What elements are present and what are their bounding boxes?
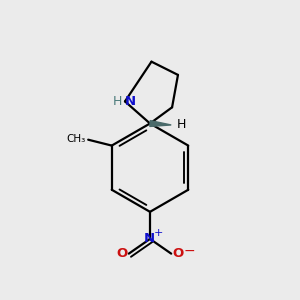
- Text: H: H: [113, 95, 123, 108]
- Text: −: −: [184, 244, 195, 258]
- Text: O: O: [173, 247, 184, 260]
- Text: +: +: [154, 228, 163, 238]
- Text: N: N: [125, 95, 136, 108]
- Text: CH₃: CH₃: [67, 134, 86, 144]
- Text: N: N: [144, 232, 155, 245]
- Text: O: O: [116, 247, 127, 260]
- Text: H: H: [176, 118, 186, 131]
- Polygon shape: [150, 121, 171, 126]
